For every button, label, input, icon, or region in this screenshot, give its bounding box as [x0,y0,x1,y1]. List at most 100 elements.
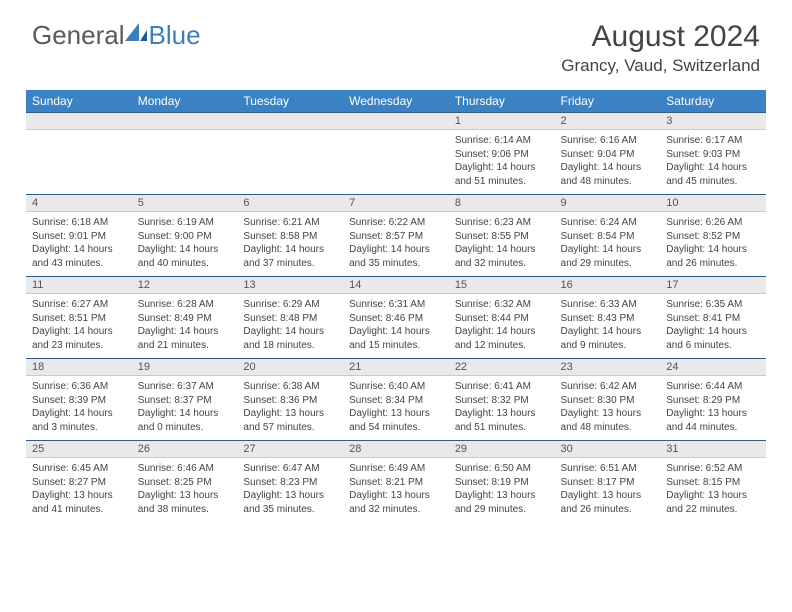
daylight-line: Daylight: 14 hours and 45 minutes. [666,161,760,188]
date-number-cell: 31 [660,441,766,458]
sunset-line: Sunset: 8:23 PM [243,476,337,490]
daylight-line: Daylight: 13 hours and 54 minutes. [349,407,443,434]
sunset-line: Sunset: 8:32 PM [455,394,549,408]
sunset-line: Sunset: 8:29 PM [666,394,760,408]
date-number-cell: 5 [132,195,238,212]
date-number-cell [26,113,132,130]
daylight-line: Daylight: 14 hours and 43 minutes. [32,243,126,270]
sunrise-line: Sunrise: 6:37 AM [138,380,232,394]
logo-text-general: General [32,20,125,51]
date-data-cell: Sunrise: 6:24 AMSunset: 8:54 PMDaylight:… [555,212,661,277]
daylight-line: Daylight: 13 hours and 38 minutes. [138,489,232,516]
date-data-cell: Sunrise: 6:21 AMSunset: 8:58 PMDaylight:… [237,212,343,277]
sunrise-line: Sunrise: 6:23 AM [455,216,549,230]
sail-icon [125,23,147,41]
daylight-line: Daylight: 14 hours and 26 minutes. [666,243,760,270]
date-number-cell: 19 [132,359,238,376]
sunset-line: Sunset: 9:03 PM [666,148,760,162]
daylight-line: Daylight: 14 hours and 32 minutes. [455,243,549,270]
sunset-line: Sunset: 8:54 PM [561,230,655,244]
daylight-line: Daylight: 14 hours and 48 minutes. [561,161,655,188]
sunset-line: Sunset: 8:34 PM [349,394,443,408]
sunset-line: Sunset: 8:21 PM [349,476,443,490]
sunrise-line: Sunrise: 6:26 AM [666,216,760,230]
day-header: Monday [132,90,238,113]
sunrise-line: Sunrise: 6:46 AM [138,462,232,476]
date-number-cell: 13 [237,277,343,294]
sunrise-line: Sunrise: 6:21 AM [243,216,337,230]
sunrise-line: Sunrise: 6:45 AM [32,462,126,476]
date-data-cell [132,130,238,195]
date-number-row: 11121314151617 [26,277,766,294]
daylight-line: Daylight: 14 hours and 40 minutes. [138,243,232,270]
date-data-cell: Sunrise: 6:44 AMSunset: 8:29 PMDaylight:… [660,376,766,441]
date-number-cell: 15 [449,277,555,294]
calendar-table: SundayMondayTuesdayWednesdayThursdayFrid… [26,90,766,522]
date-data-cell: Sunrise: 6:47 AMSunset: 8:23 PMDaylight:… [237,458,343,523]
date-number-cell: 26 [132,441,238,458]
sunset-line: Sunset: 8:43 PM [561,312,655,326]
date-data-cell: Sunrise: 6:42 AMSunset: 8:30 PMDaylight:… [555,376,661,441]
date-number-cell: 27 [237,441,343,458]
date-number-cell: 7 [343,195,449,212]
date-data-cell: Sunrise: 6:31 AMSunset: 8:46 PMDaylight:… [343,294,449,359]
daylight-line: Daylight: 14 hours and 51 minutes. [455,161,549,188]
sunrise-line: Sunrise: 6:31 AM [349,298,443,312]
date-number-cell: 14 [343,277,449,294]
date-data-cell: Sunrise: 6:18 AMSunset: 9:01 PMDaylight:… [26,212,132,277]
sunrise-line: Sunrise: 6:44 AM [666,380,760,394]
date-data-cell: Sunrise: 6:37 AMSunset: 8:37 PMDaylight:… [132,376,238,441]
date-data-row: Sunrise: 6:45 AMSunset: 8:27 PMDaylight:… [26,458,766,523]
sunset-line: Sunset: 8:51 PM [32,312,126,326]
sunset-line: Sunset: 8:15 PM [666,476,760,490]
sunset-line: Sunset: 8:55 PM [455,230,549,244]
day-header: Sunday [26,90,132,113]
date-number-cell: 2 [555,113,661,130]
sunset-line: Sunset: 9:01 PM [32,230,126,244]
daylight-line: Daylight: 14 hours and 15 minutes. [349,325,443,352]
sunrise-line: Sunrise: 6:17 AM [666,134,760,148]
sunrise-line: Sunrise: 6:36 AM [32,380,126,394]
date-data-cell: Sunrise: 6:51 AMSunset: 8:17 PMDaylight:… [555,458,661,523]
date-data-cell: Sunrise: 6:28 AMSunset: 8:49 PMDaylight:… [132,294,238,359]
sunrise-line: Sunrise: 6:35 AM [666,298,760,312]
sunrise-line: Sunrise: 6:47 AM [243,462,337,476]
sunset-line: Sunset: 8:17 PM [561,476,655,490]
month-title: August 2024 [561,20,760,54]
sunset-line: Sunset: 8:37 PM [138,394,232,408]
daylight-line: Daylight: 14 hours and 21 minutes. [138,325,232,352]
sunset-line: Sunset: 8:36 PM [243,394,337,408]
date-data-cell: Sunrise: 6:40 AMSunset: 8:34 PMDaylight:… [343,376,449,441]
daylight-line: Daylight: 14 hours and 37 minutes. [243,243,337,270]
date-number-row: 18192021222324 [26,359,766,376]
sunset-line: Sunset: 8:49 PM [138,312,232,326]
sunset-line: Sunset: 8:39 PM [32,394,126,408]
date-data-cell: Sunrise: 6:52 AMSunset: 8:15 PMDaylight:… [660,458,766,523]
sunset-line: Sunset: 8:52 PM [666,230,760,244]
date-data-cell: Sunrise: 6:29 AMSunset: 8:48 PMDaylight:… [237,294,343,359]
day-header: Wednesday [343,90,449,113]
sunrise-line: Sunrise: 6:40 AM [349,380,443,394]
date-data-cell: Sunrise: 6:26 AMSunset: 8:52 PMDaylight:… [660,212,766,277]
day-header: Saturday [660,90,766,113]
date-data-cell: Sunrise: 6:38 AMSunset: 8:36 PMDaylight:… [237,376,343,441]
sunset-line: Sunset: 8:19 PM [455,476,549,490]
sunrise-line: Sunrise: 6:28 AM [138,298,232,312]
date-data-cell: Sunrise: 6:50 AMSunset: 8:19 PMDaylight:… [449,458,555,523]
sunrise-line: Sunrise: 6:49 AM [349,462,443,476]
date-data-cell: Sunrise: 6:14 AMSunset: 9:06 PMDaylight:… [449,130,555,195]
date-number-cell [132,113,238,130]
sunrise-line: Sunrise: 6:32 AM [455,298,549,312]
sunset-line: Sunset: 8:25 PM [138,476,232,490]
daylight-line: Daylight: 14 hours and 29 minutes. [561,243,655,270]
daylight-line: Daylight: 13 hours and 22 minutes. [666,489,760,516]
date-number-cell: 30 [555,441,661,458]
sunset-line: Sunset: 8:44 PM [455,312,549,326]
date-number-cell: 17 [660,277,766,294]
date-data-cell: Sunrise: 6:41 AMSunset: 8:32 PMDaylight:… [449,376,555,441]
date-number-cell: 8 [449,195,555,212]
date-number-cell [343,113,449,130]
date-data-cell [26,130,132,195]
sunrise-line: Sunrise: 6:27 AM [32,298,126,312]
sunrise-line: Sunrise: 6:38 AM [243,380,337,394]
